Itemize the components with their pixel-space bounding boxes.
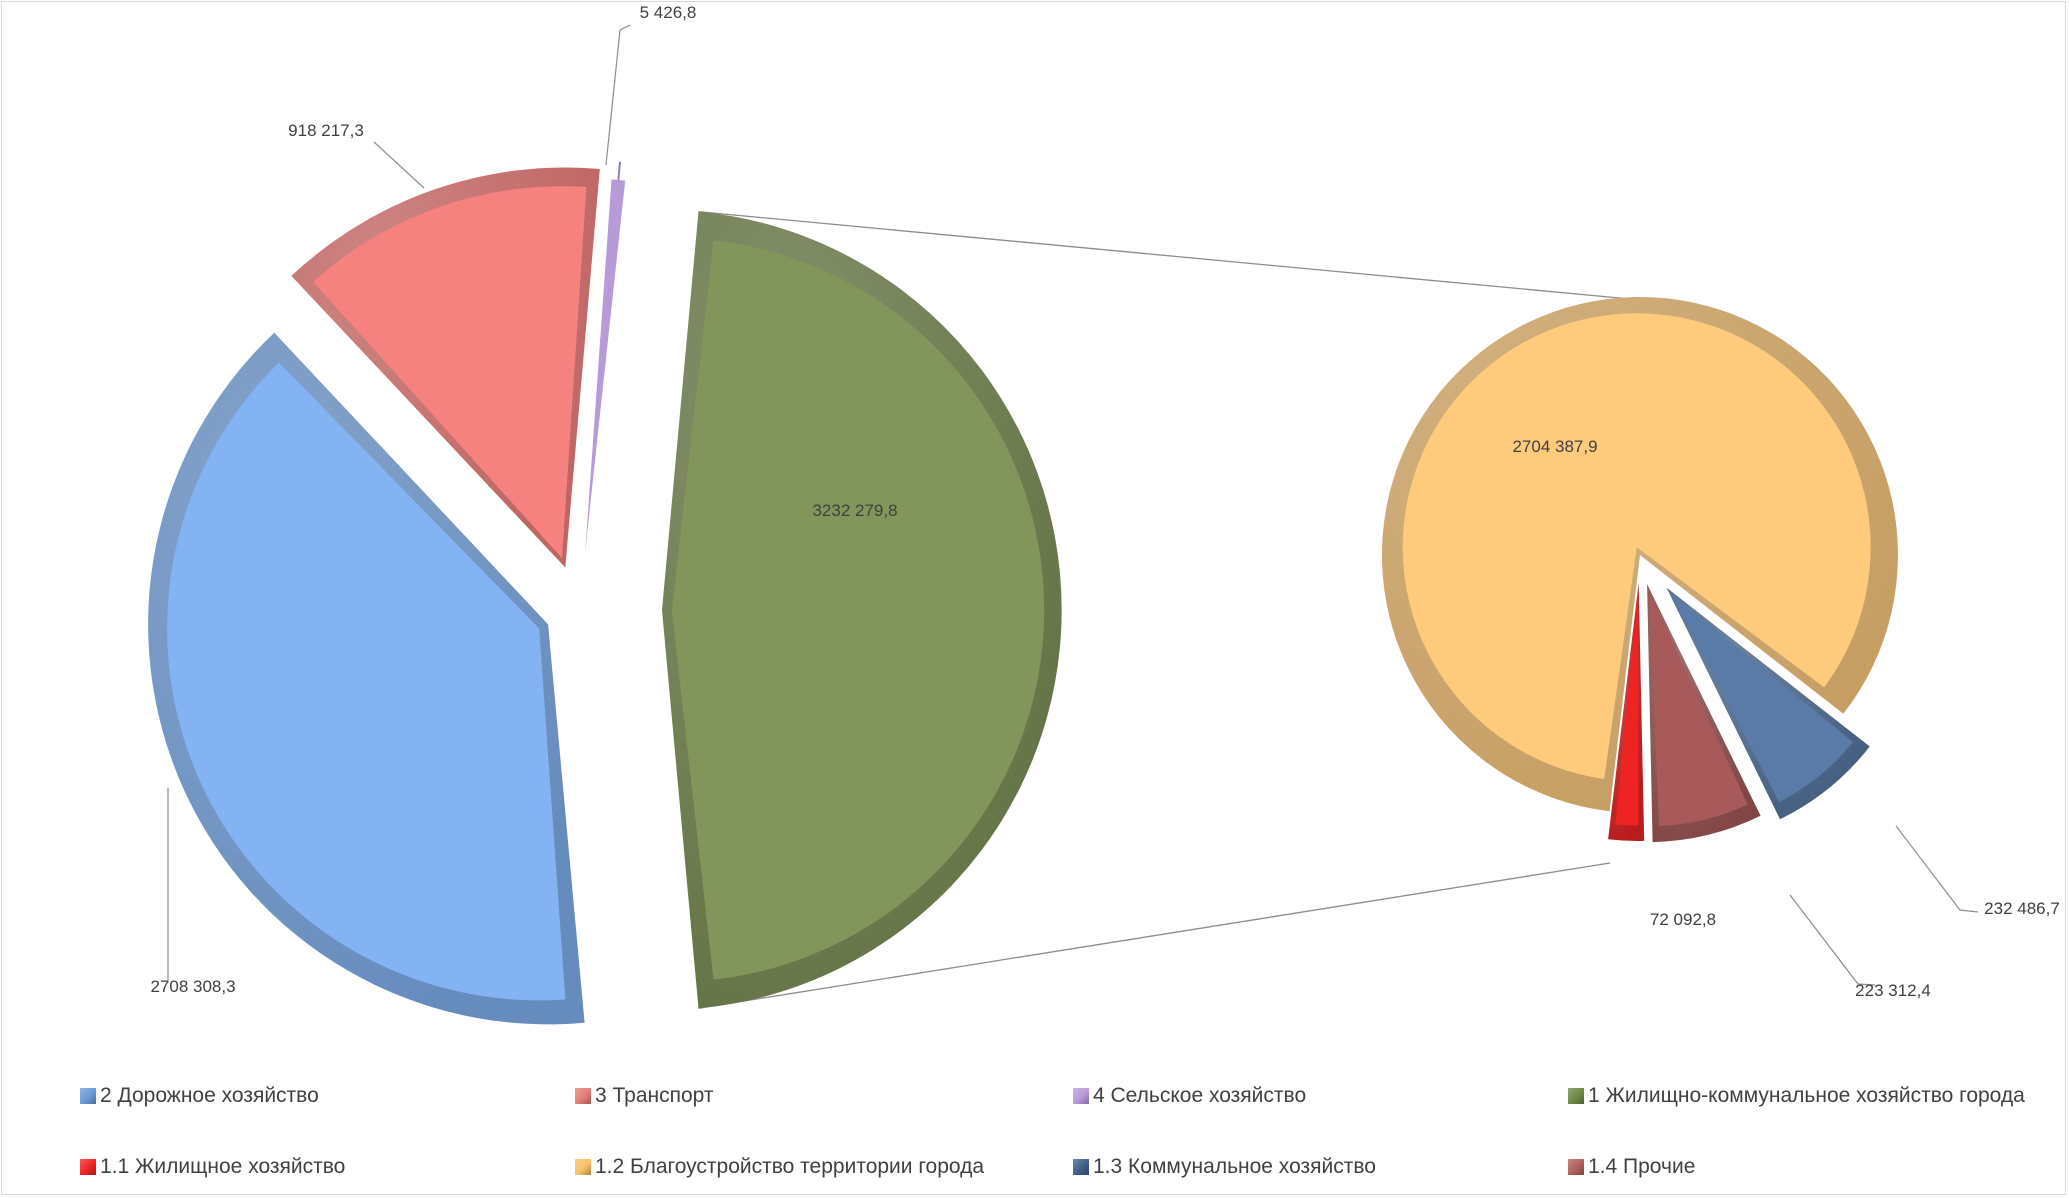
legend-label: 3 Транспорт xyxy=(595,1084,714,1107)
leader-lines xyxy=(167,24,1979,986)
leader-proch xyxy=(1789,894,1876,986)
legend-swatch xyxy=(575,1159,591,1175)
slice-proch xyxy=(1647,584,1761,843)
slice-zhkh xyxy=(662,211,1062,1009)
legend-item: 1.2 Благоустройство территории города xyxy=(575,1155,984,1179)
data-labels: 3232 279,8 2708 308,3 918 217,3 5 426,8 2704… xyxy=(150,3,2059,1000)
legend-swatch xyxy=(80,1159,96,1175)
slice-zhil xyxy=(1608,582,1645,841)
data-label-road: 2708 308,3 xyxy=(150,977,235,996)
slice-blag-face xyxy=(1402,313,1871,779)
slice-trans xyxy=(291,167,600,568)
slice-road xyxy=(148,332,585,1025)
data-label-trans: 918 217,3 xyxy=(288,121,364,140)
primary-pie xyxy=(148,161,1062,1025)
legend-item: 2 Дорожное хозяйство xyxy=(80,1084,319,1108)
legend-item: 4 Сельское хозяйство xyxy=(1073,1084,1306,1108)
legend-item: 1.4 Прочие xyxy=(1568,1155,1695,1179)
legend-label: 4 Сельское хозяйство xyxy=(1093,1084,1307,1107)
legend-item: 1 Жилищно-коммунальное хозяйство города xyxy=(1568,1084,2025,1108)
legend-label: 2 Дорожное хозяйство xyxy=(100,1084,319,1107)
slice-trans-face xyxy=(313,186,587,559)
connector-top xyxy=(698,211,1631,300)
slice-agri xyxy=(584,161,626,561)
slice-agri-face xyxy=(585,179,626,551)
legend-swatch xyxy=(575,1088,591,1104)
data-label-komm: 232 486,7 xyxy=(1984,899,2060,918)
connector-bottom xyxy=(698,862,1611,1009)
legend-label: 1.2 Благоустройство территории города xyxy=(595,1155,985,1178)
data-label-proch: 223 312,4 xyxy=(1855,981,1931,1000)
slice-proch-face xyxy=(1649,592,1748,827)
leader-komm xyxy=(1895,825,1979,913)
legend-item: 3 Транспорт xyxy=(575,1084,714,1108)
legend-swatch xyxy=(1073,1159,1089,1175)
data-label-zhkh: 3232 279,8 xyxy=(812,501,897,520)
slice-zhkh-face xyxy=(671,240,1045,980)
leader-agri xyxy=(605,24,631,166)
data-label-blag: 2704 387,9 xyxy=(1512,437,1597,456)
data-label-agri: 5 426,8 xyxy=(640,3,697,22)
legend-label: 1.4 Прочие xyxy=(1588,1155,1696,1178)
slice-zhil-face xyxy=(1615,591,1639,826)
secondary-pie xyxy=(1381,297,1898,843)
slice-komm xyxy=(1666,587,1870,820)
legend-item: 1.3 Коммунальное хозяйство xyxy=(1073,1155,1376,1179)
data-label-zhil: 72 092,8 xyxy=(1650,910,1716,929)
legend-label: 1 Жилищно-коммунальное хозяйство города xyxy=(1588,1084,2025,1107)
legend-label: 1.1 Жилищное хозяйство xyxy=(100,1155,346,1178)
connector-lines xyxy=(698,211,1631,1009)
leader-trans xyxy=(373,141,425,189)
legend: 2 Дорожное хозяйство 3 Транспорт 4 Сельско… xyxy=(0,1060,2069,1180)
legend-swatch xyxy=(1073,1088,1089,1104)
slice-komm-face xyxy=(1671,594,1854,803)
legend-swatch xyxy=(80,1088,96,1104)
slice-road-face xyxy=(167,362,566,1001)
legend-swatch xyxy=(1568,1088,1584,1104)
legend-item: 1.1 Жилищное хозяйство xyxy=(80,1155,345,1179)
legend-swatch xyxy=(1568,1159,1584,1175)
legend-label: 1.3 Коммунальное хозяйство xyxy=(1093,1155,1376,1178)
slice-blag xyxy=(1381,297,1898,812)
